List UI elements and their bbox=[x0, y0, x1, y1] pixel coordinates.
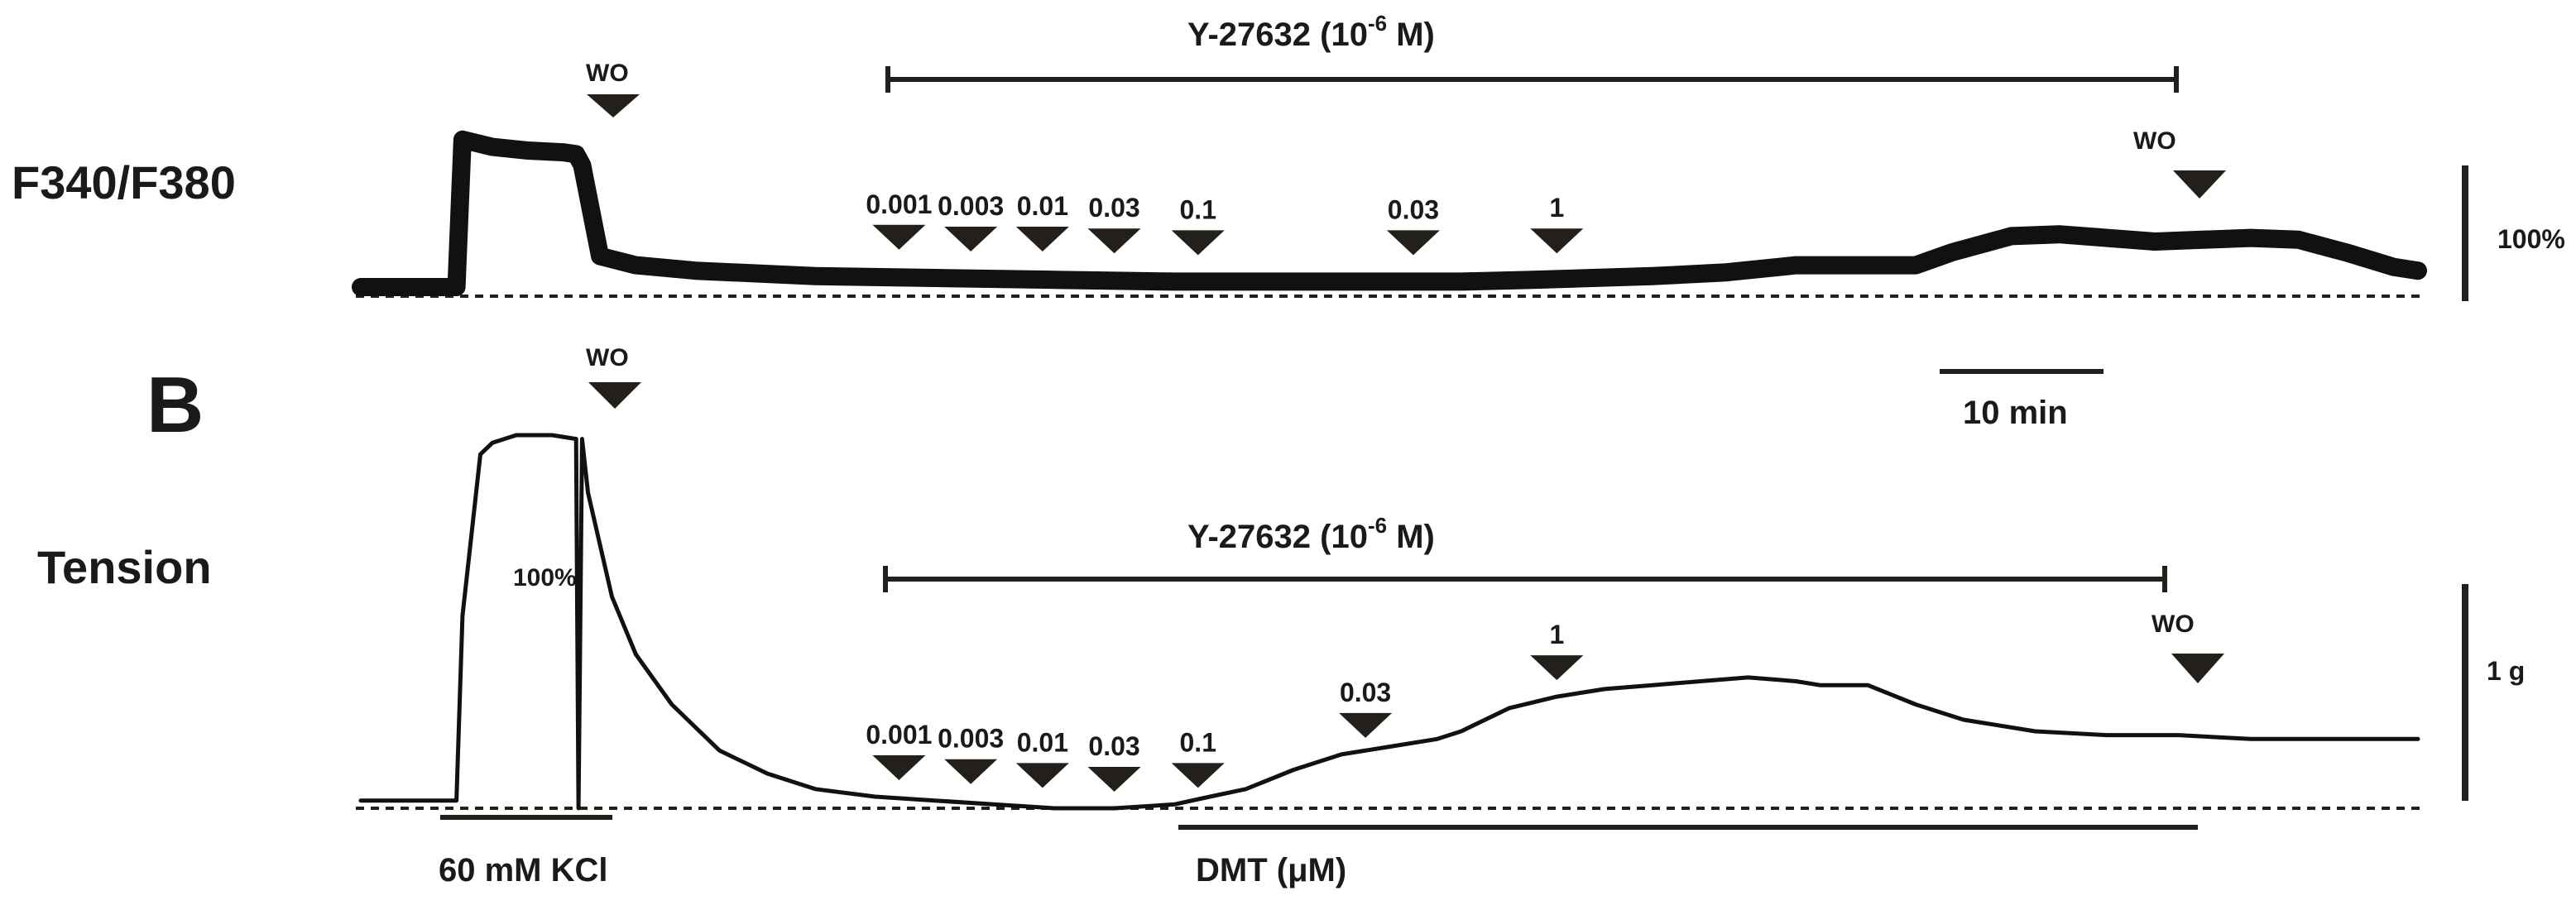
row-label-tension: Tension bbox=[37, 541, 212, 593]
b-dose-label: 0.003 bbox=[938, 724, 1004, 754]
b-final-washout-arrow bbox=[2171, 654, 2224, 683]
a-dose-label: 0.001 bbox=[866, 189, 932, 219]
a-final-washout-arrow bbox=[2173, 170, 2226, 199]
a-kcl-washout-arrow bbox=[587, 94, 640, 117]
b-dose-arrow bbox=[1015, 763, 1069, 788]
a-dose-arrow bbox=[872, 224, 926, 250]
a-dose-arrow bbox=[1087, 228, 1141, 254]
b-dose-label: 0.1 bbox=[1180, 727, 1216, 757]
b-dose-arrow bbox=[1087, 767, 1141, 792]
b-drug-bar-label-tail: M) bbox=[1387, 519, 1435, 555]
a-dose-label: 0.1 bbox=[1180, 194, 1216, 224]
b-dose-arrow bbox=[1171, 763, 1225, 788]
kcl-bar-label: 60 mM KCl bbox=[439, 852, 608, 888]
a-dose-label: 1 bbox=[1549, 193, 1564, 223]
time-scale-label: 10 min bbox=[1963, 395, 2068, 431]
panel-letter-b: B bbox=[146, 361, 204, 449]
a-drug-bar-label: Y-27632 (10-6 M) bbox=[1187, 11, 1435, 53]
row-label-ratio: F340/F380 bbox=[12, 156, 236, 208]
a-dose-label: 0.01 bbox=[1017, 191, 1068, 221]
a-drug-bar-label-tail: M) bbox=[1387, 17, 1435, 53]
b-dose-arrow bbox=[944, 759, 998, 784]
b-drug-bar-label: Y-27632 (10-6 M) bbox=[1187, 513, 1435, 555]
b-dose-arrow bbox=[1530, 655, 1584, 681]
b-scale-label: 1 g bbox=[2487, 656, 2525, 686]
b-dose-label: 0.01 bbox=[1017, 727, 1068, 757]
dmt-bar-label: DMT (μM) bbox=[1196, 852, 1346, 888]
a-dose-arrows: 0.001 0.003 0.01 0.03 0.1 0.03 1 bbox=[866, 189, 1584, 256]
b-dose-arrows: 0.001 0.003 0.01 0.03 0.1 0.03 1 bbox=[866, 620, 1584, 792]
a-drug-bar-label-exp: -6 bbox=[1368, 11, 1387, 36]
b-dose-arrow bbox=[1339, 712, 1393, 738]
b-dose-label: 0.03 bbox=[1340, 678, 1391, 707]
a-dose-arrow bbox=[1530, 228, 1584, 254]
b-dose-label: 1 bbox=[1549, 620, 1564, 649]
b-dose-label: 0.03 bbox=[1088, 731, 1139, 761]
a-kcl-washout-label: WO bbox=[586, 60, 629, 87]
a-dose-label: 0.03 bbox=[1088, 193, 1139, 223]
a-dose-arrow bbox=[944, 227, 998, 251]
b-kcl-response-label: 100% bbox=[513, 564, 577, 592]
a-final-washout-label: WO bbox=[2133, 127, 2176, 155]
b-dose-label: 0.001 bbox=[866, 720, 932, 750]
a-dose-label: 0.003 bbox=[938, 191, 1004, 221]
b-drug-bar-label-exp: -6 bbox=[1368, 513, 1387, 538]
b-tension-trace bbox=[358, 433, 2420, 811]
a-dose-arrow bbox=[1386, 230, 1440, 256]
a-scale-label: 100% bbox=[2497, 224, 2565, 254]
a-dose-arrow bbox=[1171, 230, 1225, 256]
b-kcl-washout-label: WO bbox=[586, 344, 629, 371]
b-drug-bar-label-base: Y-27632 (10 bbox=[1187, 519, 1368, 555]
a-drug-bar-label-base: Y-27632 (10 bbox=[1187, 17, 1368, 53]
b-final-washout-label: WO bbox=[2151, 611, 2195, 638]
a-dose-arrow bbox=[1015, 227, 1069, 251]
a-dose-label: 0.03 bbox=[1388, 194, 1439, 224]
b-dose-arrow bbox=[872, 755, 926, 781]
a-ratio-trace bbox=[352, 130, 2427, 296]
b-kcl-washout-arrow bbox=[588, 382, 641, 409]
